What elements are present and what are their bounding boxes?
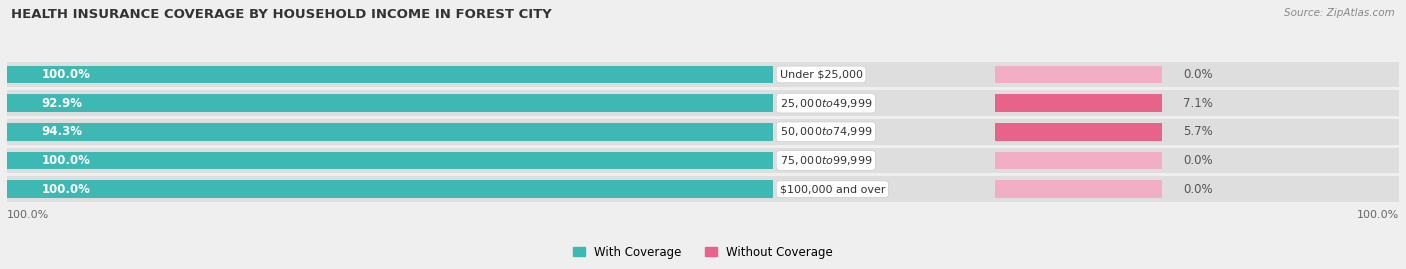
Bar	[995, 180, 1163, 198]
Bar	[995, 123, 1163, 141]
Text: 100.0%: 100.0%	[42, 154, 91, 167]
Text: 100.0%: 100.0%	[1357, 210, 1399, 220]
Text: Under $25,000: Under $25,000	[779, 69, 862, 79]
Bar	[7, 62, 1399, 87]
Bar	[7, 176, 1399, 202]
Bar	[995, 94, 1163, 112]
Text: 0.0%: 0.0%	[1184, 183, 1213, 196]
Bar	[995, 152, 1163, 169]
Bar	[7, 152, 773, 169]
Text: 7.1%: 7.1%	[1184, 97, 1213, 110]
Bar	[7, 180, 773, 198]
Bar	[7, 90, 1399, 116]
Text: 94.3%: 94.3%	[42, 125, 83, 138]
Text: 5.7%: 5.7%	[1184, 125, 1213, 138]
Text: $75,000 to $99,999: $75,000 to $99,999	[779, 154, 872, 167]
Text: 0.0%: 0.0%	[1184, 68, 1213, 81]
Bar	[7, 119, 1399, 145]
Text: 92.9%: 92.9%	[42, 97, 83, 110]
Text: Source: ZipAtlas.com: Source: ZipAtlas.com	[1284, 8, 1395, 18]
Text: 0.0%: 0.0%	[1184, 154, 1213, 167]
Bar	[7, 94, 773, 112]
Text: $50,000 to $74,999: $50,000 to $74,999	[779, 125, 872, 138]
Text: 100.0%: 100.0%	[42, 183, 91, 196]
Text: $25,000 to $49,999: $25,000 to $49,999	[779, 97, 872, 110]
Bar	[995, 66, 1163, 83]
Bar	[7, 123, 773, 141]
Text: 100.0%: 100.0%	[42, 68, 91, 81]
Text: $100,000 and over: $100,000 and over	[779, 184, 884, 194]
Text: HEALTH INSURANCE COVERAGE BY HOUSEHOLD INCOME IN FOREST CITY: HEALTH INSURANCE COVERAGE BY HOUSEHOLD I…	[11, 8, 553, 21]
Bar	[7, 66, 773, 83]
Text: 100.0%: 100.0%	[7, 210, 49, 220]
Legend: With Coverage, Without Coverage: With Coverage, Without Coverage	[572, 246, 834, 259]
Bar	[7, 148, 1399, 174]
